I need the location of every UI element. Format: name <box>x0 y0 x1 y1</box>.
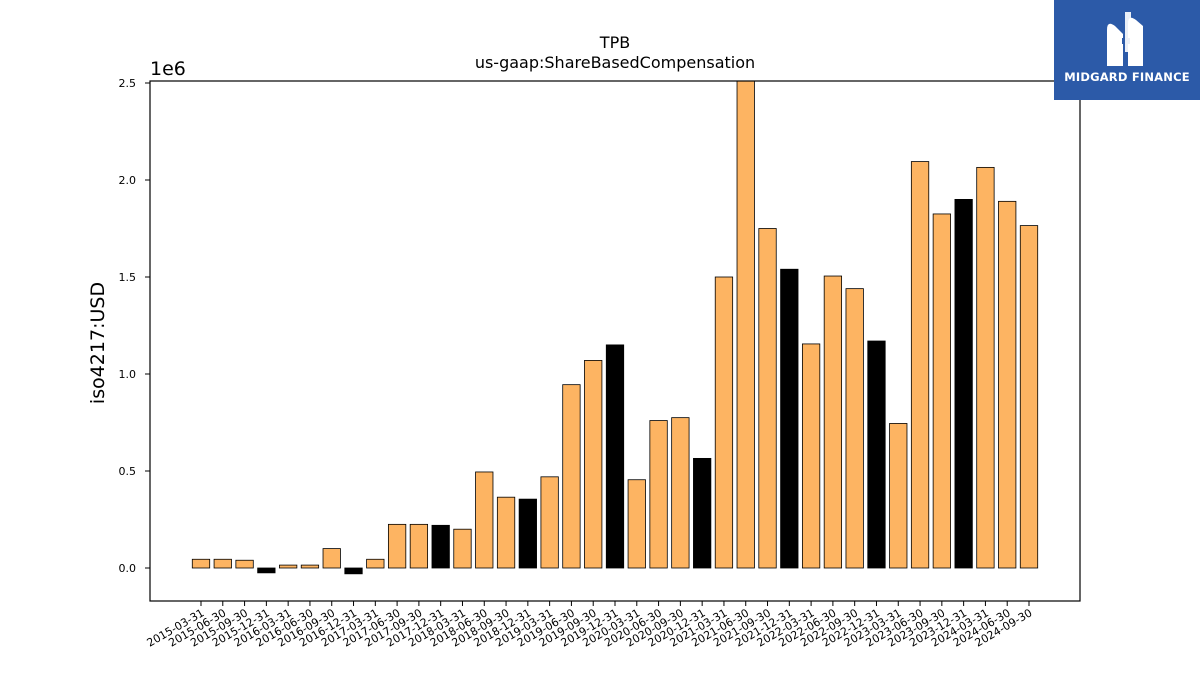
bar-2017-12-31 <box>431 524 450 569</box>
bar-2017-03-31 <box>366 558 385 569</box>
logo-text: MIDGARD FINANCE <box>1064 70 1190 84</box>
bar-2022-03-31 <box>801 343 821 569</box>
y-tick-label: 0.5 <box>119 465 137 478</box>
bar-2016-09-30 <box>322 548 341 569</box>
bar-2023-09-30 <box>932 213 951 569</box>
bar-2021-12-31 <box>780 268 799 569</box>
bar-2019-09-30 <box>584 360 603 569</box>
bars-group <box>191 80 1039 575</box>
bar-2016-03-31 <box>279 564 298 569</box>
bar-2023-06-30 <box>910 161 930 569</box>
y-tick-label: 0.0 <box>119 562 137 575</box>
bar-2017-06-30 <box>387 523 407 569</box>
bar-2021-03-31 <box>714 276 734 569</box>
bar-2022-12-31 <box>867 340 886 569</box>
bar-2023-12-31 <box>954 198 973 569</box>
y-tick-label: 1.0 <box>119 368 137 381</box>
bar-2023-03-31 <box>889 423 908 569</box>
bar-2021-09-30 <box>758 228 777 569</box>
bar-2018-06-30 <box>475 471 494 569</box>
y-tick-label: 1.5 <box>119 271 137 284</box>
bar-2022-09-30 <box>845 288 864 569</box>
midgard-finance-logo: MIDGARD FINANCE <box>1054 0 1200 100</box>
y-tick-label: 2.0 <box>119 174 137 187</box>
bar-2018-09-30 <box>496 496 516 569</box>
bar-2017-09-30 <box>409 523 429 569</box>
bar-2016-12-31 <box>344 567 363 575</box>
bar-2024-03-31 <box>976 166 995 569</box>
bar-2020-03-31 <box>627 479 646 569</box>
bar-2019-12-31 <box>605 344 625 569</box>
bar-2015-03-31 <box>191 558 211 569</box>
chart-subtitle: us-gaap:ShareBasedCompensation <box>475 53 755 72</box>
plot-frame <box>149 80 1081 602</box>
bar-2024-09-30 <box>1019 225 1039 569</box>
chart-title: TPB <box>599 33 630 52</box>
x-ticks-group: 2015-03-312015-06-302015-09-302015-12-31… <box>145 601 1035 650</box>
y-ticks-group: 0.0 0.5 1.0 1.5 2.0 2.5 <box>119 77 150 575</box>
bar-2015-09-30 <box>235 559 254 569</box>
bar-2015-12-31 <box>257 567 276 574</box>
bar-2020-09-30 <box>671 417 690 569</box>
bar-2020-12-31 <box>693 457 712 569</box>
bar-2022-06-30 <box>823 275 843 569</box>
bar-2024-06-30 <box>998 200 1017 569</box>
bar-2016-06-30 <box>300 564 320 569</box>
bar-2019-03-31 <box>540 476 559 569</box>
y-axis-label: iso4217:USD <box>87 282 109 404</box>
midgard-logo-icon <box>1107 12 1143 66</box>
bar-2018-12-31 <box>518 498 537 569</box>
bar-2019-06-30 <box>562 384 581 569</box>
bar-2015-06-30 <box>213 558 232 569</box>
bar-2020-06-30 <box>649 420 668 569</box>
bar-2018-03-31 <box>453 528 472 569</box>
bar-2021-06-30 <box>736 80 755 569</box>
y-axis-multiplier: 1e6 <box>150 58 186 80</box>
y-tick-label: 2.5 <box>119 77 137 90</box>
